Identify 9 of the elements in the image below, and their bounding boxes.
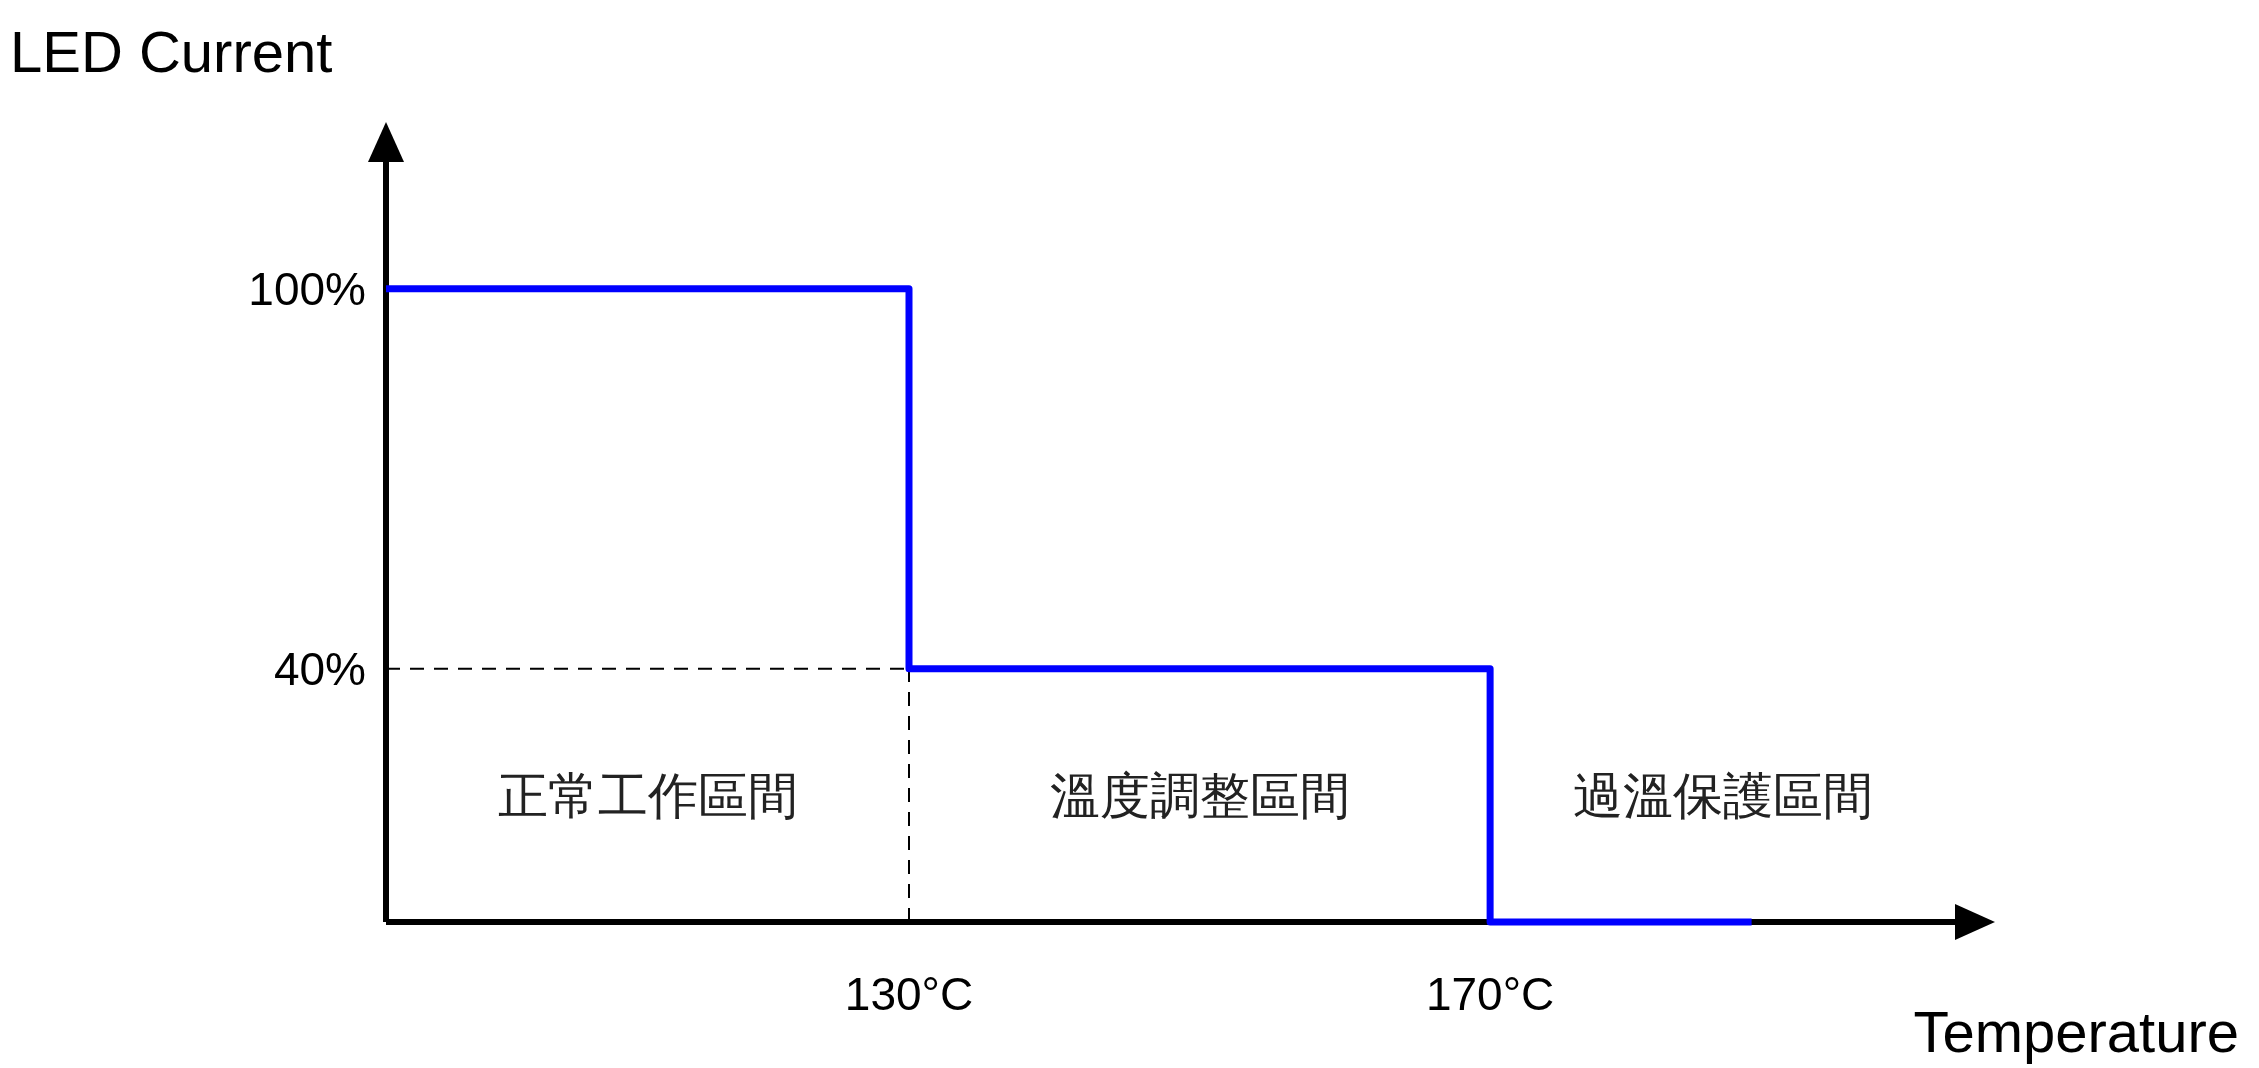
annotation: 溫度調整區間 xyxy=(1049,767,1350,826)
y-tick-label: 100% xyxy=(248,262,366,315)
x-tick-label: 170°C xyxy=(1425,968,1555,1020)
x-tick-label: 130°C xyxy=(844,968,974,1020)
y-tick-label: 40% xyxy=(273,642,366,695)
y-axis-title: LED Current xyxy=(10,19,333,84)
annotation: 正常工作區間 xyxy=(497,767,798,826)
x-axis-title: Temperature xyxy=(1913,999,2239,1064)
annotation: 過溫保護區間 xyxy=(1572,767,1873,826)
